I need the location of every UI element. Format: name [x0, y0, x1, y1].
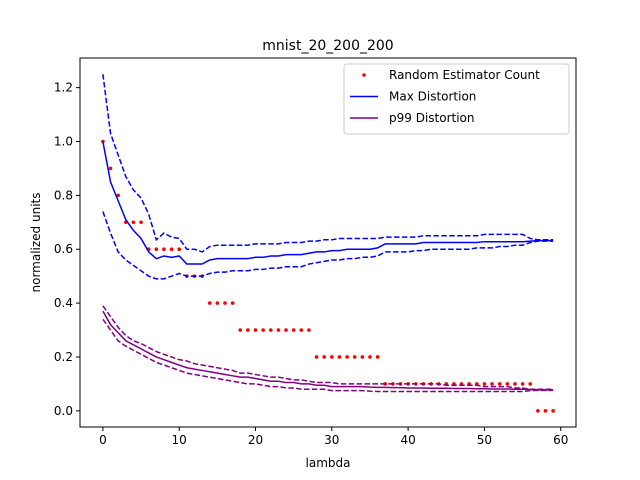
- random-estimator-count-point: [215, 301, 220, 305]
- random-estimator-count-point: [528, 382, 533, 386]
- p99-distortion-lower-bound-line: [102, 318, 554, 393]
- x-tick-label: 40: [400, 433, 415, 447]
- random-estimator-count-point: [276, 328, 281, 332]
- random-estimator-count-point: [314, 355, 319, 359]
- y-tick-label: 0.4: [54, 296, 73, 310]
- y-tick-label: 0.6: [54, 242, 73, 256]
- max-distortion-line: [102, 141, 554, 265]
- x-tick-label: 0: [99, 433, 107, 447]
- max-distortion-lower-bound-line: [102, 211, 554, 280]
- y-tick-label: 0.0: [54, 404, 73, 418]
- random-estimator-count-point: [253, 328, 258, 332]
- random-estimator-count-point: [169, 247, 174, 252]
- random-estimator-count-point: [497, 382, 502, 386]
- x-axis-label: lambda: [306, 456, 351, 470]
- legend: Random Estimator Count Max Distortion p99 …: [343, 63, 570, 135]
- random-estimator-count-point: [520, 382, 525, 386]
- y-tick-label: 0.2: [54, 350, 73, 364]
- random-estimator-count-point: [207, 301, 212, 305]
- p99-distortion-upper-bound-line: [102, 305, 554, 391]
- random-estimator-count-point: [490, 382, 494, 386]
- random-estimator-count-point: [352, 355, 357, 359]
- random-estimator-count-point: [551, 409, 555, 413]
- y-tick-label: 0.8: [54, 188, 73, 202]
- legend-label: Max Distortion: [389, 90, 476, 104]
- x-tick-label: 20: [248, 433, 263, 447]
- random-estimator-count-point: [307, 328, 311, 332]
- random-estimator-count-point: [482, 382, 487, 386]
- random-estimator-count-point: [177, 247, 181, 252]
- plot-frame: [79, 57, 577, 428]
- chart-title: mnist_20_200_200: [262, 38, 393, 54]
- random-estimator-count-point: [322, 355, 326, 359]
- random-estimator-count-point: [139, 220, 143, 225]
- random-estimator-count-point: [131, 220, 136, 225]
- random-estimator-count-point: [238, 328, 243, 332]
- random-estimator-count-point: [154, 247, 159, 252]
- max-distortion-upper-bound-line: [102, 74, 554, 253]
- random-estimator-count-point: [162, 247, 166, 252]
- x-tick-label: 60: [553, 433, 568, 447]
- legend-box: [343, 63, 570, 135]
- legend-label: p99 Distortion: [389, 111, 475, 125]
- x-tick-label: 50: [477, 433, 492, 447]
- legend-marker: [362, 73, 366, 77]
- random-estimator-count-point: [536, 409, 540, 413]
- random-estimator-count-point: [284, 328, 288, 332]
- y-tick-label: 1.0: [54, 134, 73, 148]
- random-estimator-count-point: [337, 355, 342, 359]
- random-estimator-count-point: [246, 328, 250, 332]
- random-estimator-count-point: [291, 328, 296, 332]
- random-estimator-count-point: [230, 301, 235, 305]
- y-axis-label: normalized units: [29, 193, 43, 293]
- random-estimator-count-point: [116, 193, 120, 198]
- random-estimator-count-point: [543, 409, 548, 413]
- random-estimator-count-point: [261, 328, 265, 332]
- random-estimator-count-point: [368, 355, 372, 359]
- random-estimator-count-point: [360, 355, 365, 359]
- random-estimator-count-point: [345, 355, 349, 359]
- y-tick-label: 1.2: [54, 81, 73, 95]
- random-estimator-count-point: [330, 355, 334, 359]
- plot-area: [101, 74, 555, 413]
- random-estimator-count-point: [299, 328, 304, 332]
- random-estimator-count-point: [223, 301, 227, 305]
- x-tick-label: 10: [172, 433, 187, 447]
- p99-distortion-line: [102, 310, 554, 391]
- random-estimator-count-point: [505, 382, 510, 386]
- random-estimator-count-point: [513, 382, 517, 386]
- x-tick-label: 30: [324, 433, 339, 447]
- random-estimator-count-point: [108, 166, 113, 171]
- legend-label: Random Estimator Count: [389, 68, 540, 82]
- axes: 0 10 20 30 40 50 60 0.0 0.2 0.4 0.6 0.8 1.0 1.2: [54, 81, 568, 447]
- random-estimator-count-point: [375, 355, 380, 359]
- random-estimator-count-point: [268, 328, 273, 332]
